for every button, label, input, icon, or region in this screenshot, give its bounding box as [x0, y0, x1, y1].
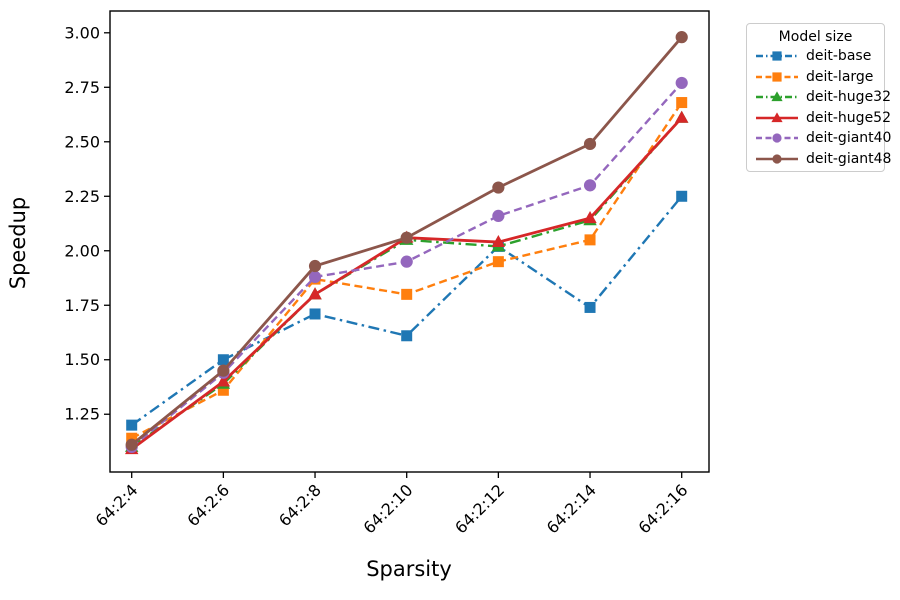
square-marker-icon: [401, 288, 413, 300]
y-tick-label: 2.00: [64, 241, 100, 260]
series-line: [131, 117, 683, 448]
x-tick-label: 64:2:6: [183, 480, 233, 530]
legend-title: Model size: [778, 29, 853, 45]
x-tick-label: 64:2:12: [451, 480, 508, 537]
x-tick-label: 64:2:14: [543, 480, 600, 537]
square-marker-icon: [676, 97, 688, 109]
circle-marker-icon: [492, 209, 505, 222]
square-line-sample-icon: [756, 51, 798, 61]
y-tick-label: 2.50: [64, 132, 100, 151]
x-tick-label: 64:2:10: [359, 480, 416, 537]
circle-marker-icon: [583, 137, 597, 151]
legend-items: deit-base deit-large deit-huge32 deit-huge5…: [747, 46, 891, 170]
series-deit-giant48: [125, 31, 688, 451]
triangle-line-sample-icon: [756, 91, 798, 102]
legend-item-label: deit-huge52: [806, 109, 891, 126]
legend-item-deit-huge32: deit-huge32: [747, 87, 891, 108]
circle-marker-icon: [400, 255, 413, 268]
y-tick-label: 1.25: [64, 405, 100, 424]
circle-line-sample-icon: [756, 133, 798, 143]
circle-marker-icon: [772, 133, 782, 143]
square-marker-icon: [772, 72, 782, 82]
circle-marker-icon: [308, 259, 322, 273]
y-tick-label: 2.25: [64, 187, 100, 206]
y-tick-label: 3.00: [64, 23, 100, 42]
circle-marker-icon: [772, 154, 782, 164]
square-marker-icon: [217, 384, 229, 396]
y-tick-label: 2.75: [64, 78, 100, 97]
circle-marker-icon: [308, 270, 322, 284]
series-deit-huge52: [125, 110, 689, 455]
y-tick-label: 1.75: [64, 296, 100, 315]
triangle-marker-icon: [583, 210, 597, 224]
y-axis-ticks: 1.25 1.50 1.75 2.00 2.25 2.50 2.75 3.00: [64, 23, 110, 424]
square-marker-icon: [401, 330, 413, 342]
circle-line-sample-icon: [756, 154, 798, 164]
triangle-line-sample-icon: [756, 112, 798, 122]
legend-item-deit-huge52: deit-huge52: [747, 108, 891, 129]
triangle-marker-icon: [771, 91, 783, 102]
square-marker-icon: [126, 419, 138, 431]
triangle-marker-icon: [216, 374, 231, 387]
square-line-sample-icon: [756, 72, 798, 82]
plot-frame: [109, 10, 710, 473]
square-marker-icon: [772, 51, 782, 61]
square-marker-icon: [584, 301, 596, 313]
x-tick-label: 64:2:4: [92, 480, 142, 530]
legend-item-deit-large: deit-large: [747, 67, 884, 88]
triangle-marker-icon: [491, 234, 506, 248]
legend-item-deit-base: deit-base: [747, 46, 884, 67]
y-axis-label: Speedup: [6, 196, 30, 290]
triangle-marker-icon: [675, 110, 689, 123]
square-marker-icon: [584, 234, 596, 246]
legend-item-deit-giant40: deit-giant40: [747, 128, 891, 149]
x-axis-label: Sparsity: [366, 557, 452, 581]
square-marker-icon: [309, 308, 321, 320]
square-marker-icon: [126, 432, 138, 444]
legend-item-label: deit-giant40: [806, 130, 892, 147]
square-marker-icon: [676, 190, 688, 202]
circle-marker-icon: [492, 181, 505, 194]
series-deit-base: [126, 190, 688, 431]
circle-marker-icon: [217, 364, 230, 377]
circle-marker-icon: [675, 76, 688, 90]
square-marker-icon: [217, 354, 229, 366]
circle-marker-icon: [583, 179, 597, 192]
x-tick-label: 64:2:8: [275, 480, 325, 530]
y-tick-label: 1.50: [64, 350, 100, 369]
legend-item-deit-giant48: deit-giant48: [747, 149, 891, 170]
circle-marker-icon: [400, 231, 413, 244]
square-marker-icon: [492, 256, 504, 268]
x-axis-ticks: 64:2:4 64:2:6 64:2:8 64:2:10 64:2:12 64:2:14 6…: [92, 472, 692, 537]
triangle-marker-icon: [308, 287, 322, 300]
series-line: [130, 116, 683, 451]
legend-item-label: deit-huge32: [806, 89, 891, 106]
circle-marker-icon: [125, 438, 138, 451]
circle-marker-icon: [675, 31, 688, 44]
legend-item-label: deit-large: [806, 68, 874, 85]
triangle-marker-icon: [771, 112, 783, 122]
legend-item-label: deit-giant48: [806, 150, 892, 167]
series-deit-huge32: [125, 110, 689, 452]
legend: Model size deit-base deit-large deit-huge3…: [746, 23, 891, 172]
legend-item-label: deit-base: [806, 48, 872, 65]
x-tick-label: 64:2:16: [634, 480, 691, 537]
